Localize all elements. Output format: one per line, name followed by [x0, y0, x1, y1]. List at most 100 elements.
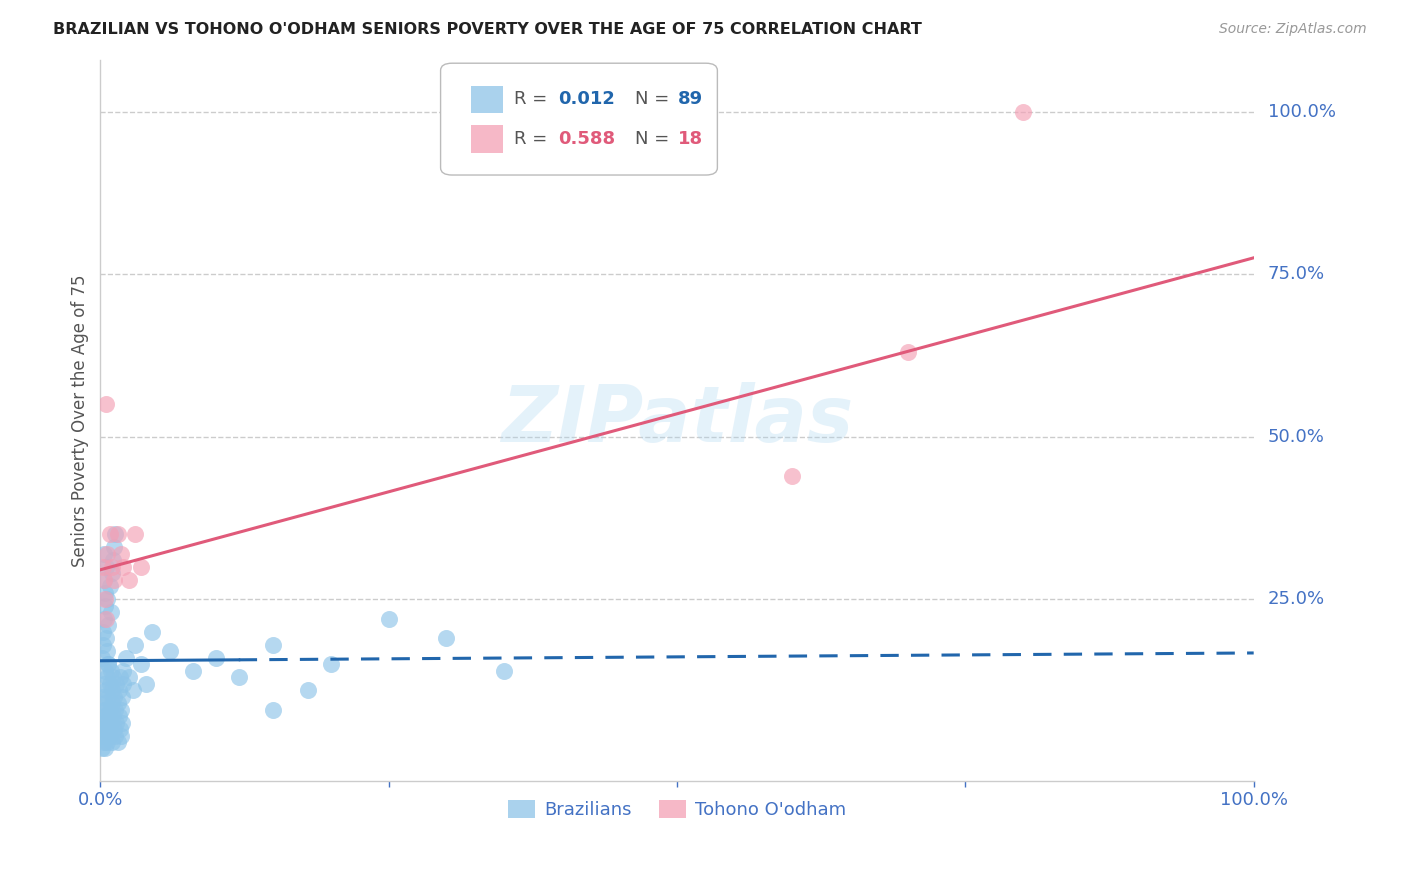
Text: 89: 89	[678, 90, 703, 108]
Point	[96, 644, 118, 658]
Point	[94, 611, 117, 625]
Point	[112, 676, 135, 690]
Point	[181, 664, 204, 678]
Text: 75.0%: 75.0%	[1268, 265, 1324, 283]
Point	[107, 735, 129, 749]
Text: 100.0%: 100.0%	[1268, 103, 1336, 120]
Text: 18: 18	[678, 130, 703, 148]
Point	[108, 722, 131, 736]
Point	[141, 624, 163, 639]
Point	[91, 690, 114, 704]
Point	[897, 345, 920, 359]
Point	[101, 566, 124, 580]
Point	[100, 664, 122, 678]
Point	[91, 702, 114, 716]
Point	[91, 624, 114, 639]
Point	[96, 592, 118, 607]
Point	[96, 670, 118, 684]
Point	[228, 670, 250, 684]
Point	[103, 722, 125, 736]
Text: 0.588: 0.588	[558, 130, 616, 148]
Point	[93, 709, 115, 723]
Point	[434, 631, 457, 645]
Point	[101, 735, 124, 749]
Point	[262, 638, 284, 652]
Text: Source: ZipAtlas.com: Source: ZipAtlas.com	[1219, 22, 1367, 37]
Point	[101, 683, 124, 698]
Point	[100, 605, 122, 619]
Point	[110, 729, 132, 743]
Point	[135, 676, 157, 690]
Point	[101, 709, 124, 723]
Point	[96, 709, 118, 723]
Point	[98, 729, 121, 743]
Text: R =: R =	[515, 90, 554, 108]
Point	[107, 527, 129, 541]
Point	[97, 657, 120, 671]
Text: 50.0%: 50.0%	[1268, 427, 1324, 445]
Point	[97, 690, 120, 704]
Point	[91, 638, 114, 652]
Point	[124, 638, 146, 652]
Point	[93, 611, 115, 625]
Point	[93, 573, 115, 587]
Point	[97, 722, 120, 736]
Point	[93, 676, 115, 690]
Point	[105, 715, 128, 730]
Point	[94, 592, 117, 607]
Y-axis label: Seniors Poverty Over the Age of 75: Seniors Poverty Over the Age of 75	[72, 274, 89, 566]
Point	[204, 650, 226, 665]
Point	[94, 664, 117, 678]
Text: ZIPatlas: ZIPatlas	[501, 383, 853, 458]
Point	[96, 547, 118, 561]
Text: R =: R =	[515, 130, 554, 148]
Point	[93, 547, 115, 561]
Point	[94, 585, 117, 599]
Text: N =: N =	[636, 130, 675, 148]
Point	[104, 702, 127, 716]
Point	[297, 683, 319, 698]
Point	[129, 657, 152, 671]
Point	[112, 664, 135, 678]
Point	[100, 715, 122, 730]
Point	[159, 644, 181, 658]
Legend: Brazilians, Tohono O'odham: Brazilians, Tohono O'odham	[501, 792, 853, 826]
Point	[104, 729, 127, 743]
Point	[94, 559, 117, 574]
Point	[124, 527, 146, 541]
Text: N =: N =	[636, 90, 675, 108]
Point	[97, 657, 120, 671]
Point	[492, 664, 515, 678]
Point	[262, 702, 284, 716]
Point	[94, 722, 117, 736]
Point	[101, 696, 124, 710]
Point	[98, 676, 121, 690]
Point	[129, 559, 152, 574]
Point	[94, 599, 117, 613]
Point	[111, 715, 134, 730]
Point	[112, 559, 135, 574]
Point	[103, 690, 125, 704]
Point	[103, 540, 125, 554]
Point	[101, 670, 124, 684]
Point	[98, 579, 121, 593]
Point	[91, 729, 114, 743]
Point	[107, 696, 129, 710]
Point	[94, 702, 117, 716]
Point	[94, 696, 117, 710]
Point	[93, 735, 115, 749]
Point	[319, 657, 342, 671]
Point	[107, 709, 129, 723]
Point	[782, 468, 804, 483]
Point	[114, 650, 136, 665]
Point	[90, 650, 112, 665]
Point	[94, 729, 117, 743]
Point	[103, 573, 125, 587]
Point	[108, 670, 131, 684]
Point	[98, 702, 121, 716]
Point	[107, 683, 129, 698]
FancyBboxPatch shape	[471, 86, 503, 113]
Point	[93, 573, 115, 587]
Point	[101, 553, 124, 567]
Point	[98, 527, 121, 541]
